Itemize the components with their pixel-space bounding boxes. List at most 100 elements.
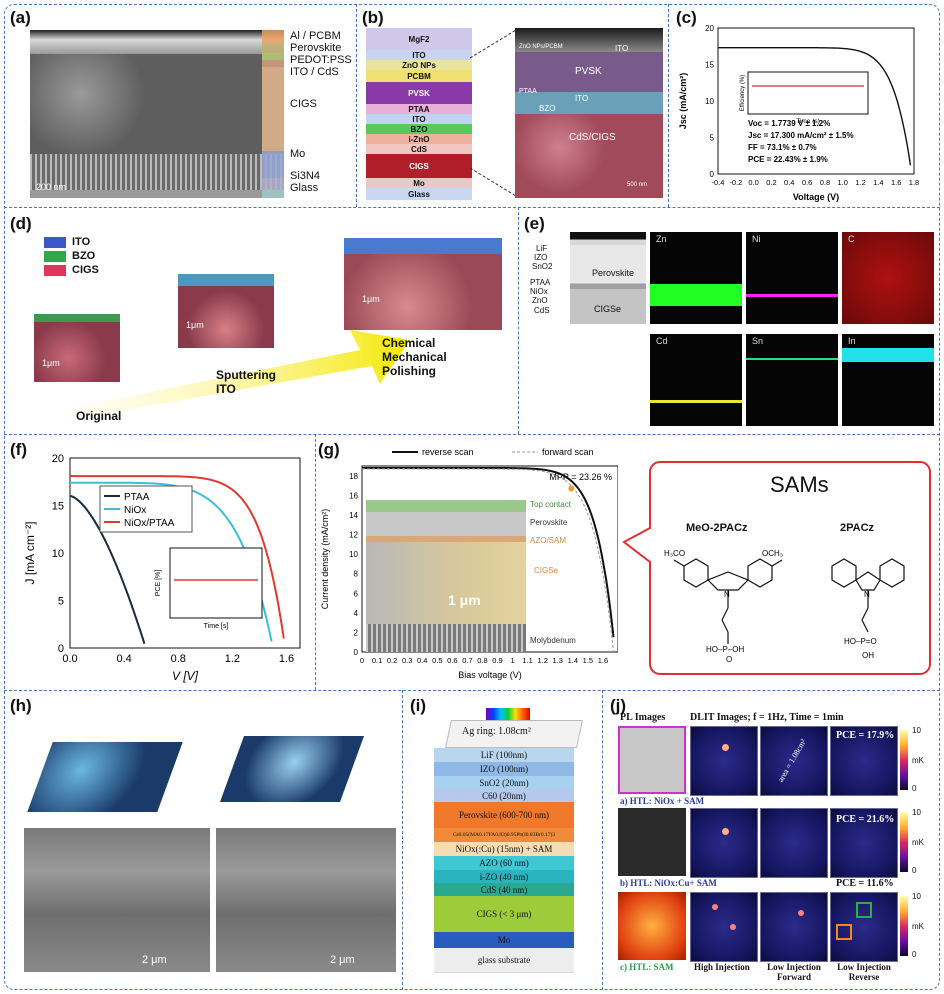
row-divider-1 — [4, 207, 940, 208]
jv-chart-f: 0.0 0.4 0.8 1.2 1.6 0 5 10 15 20 V [V] J [mA cm⁻²] P… — [23, 453, 301, 683]
colorbar-a — [900, 730, 908, 790]
step-polishing: Chemical Mechanical Polishing — [382, 336, 447, 378]
cbar-max-c: 10 — [912, 892, 921, 901]
meo-text-left: H₃CO — [664, 549, 685, 558]
cbar-min-a: 0 — [912, 784, 917, 793]
sem-cross-h-2: 2 μm — [216, 828, 396, 972]
panel-b-stack: MgF2 ITO ZnO NPs PCBM PVSK PTAA ITO BZO … — [366, 28, 472, 200]
panel-b-sem: ZnO NPs/PCBM ITO PVSK PTAA ITO BZO CdS/C… — [515, 28, 663, 198]
legend-swatch-cigs — [44, 264, 66, 276]
x-tick-g-3: 0.3 — [402, 656, 412, 665]
y-tick-f-3: 15 — [52, 501, 64, 513]
dlit-b-high — [690, 808, 758, 878]
y-tick-g-5: 10 — [349, 550, 358, 559]
reverse-scan-curve — [362, 467, 615, 638]
mpp-marker — [568, 485, 575, 492]
mol-label-2pacz: 2PACz — [840, 522, 875, 534]
sem-g-azo — [366, 536, 526, 542]
y-tick-c-2: 10 — [705, 97, 714, 106]
plot-frame-f — [69, 457, 301, 649]
x-tick-g-2: 0.2 — [387, 656, 397, 665]
legend-swatch-ito — [44, 236, 66, 248]
panel-label-a: (a) — [10, 8, 31, 27]
panel-label-b: (b) — [362, 8, 384, 27]
x-tick-g-6: 0.6 — [447, 656, 457, 665]
sem-b-cigs — [515, 114, 663, 198]
sem-g-mo — [366, 624, 526, 652]
pce-b: PCE = 21.6% — [836, 814, 895, 825]
sem-b-ito — [515, 92, 663, 114]
e-layer-0: LiF — [536, 244, 548, 253]
y-tick-g-9: 18 — [349, 472, 358, 481]
meo-n: N — [724, 590, 730, 599]
eds-label-cd: Cd — [656, 336, 668, 346]
eds-label-c: C — [848, 234, 855, 244]
stack-ito-top: ITO — [366, 50, 472, 60]
eds-label-sn: Sn — [752, 336, 764, 346]
panel-label-i: (i) — [410, 696, 427, 715]
stack-ito-mid: ITO — [366, 114, 472, 124]
y-axis-label-g: Current density (mA/cm²) — [320, 509, 330, 610]
y-tick-g-1: 2 — [354, 628, 359, 637]
x-tick-g-8: 0.8 — [477, 656, 487, 665]
colorbar-c — [900, 896, 908, 956]
sams-callout-bubble — [622, 461, 931, 675]
hotspot-c2 — [730, 924, 736, 930]
plot-frame-g — [361, 465, 618, 653]
sem-cross-h-1: 2 μm — [24, 828, 210, 972]
layer-label-a-0: Al / PCBM — [290, 30, 341, 42]
sem-b-label-0: ZnO NPs/PCBM — [519, 44, 563, 50]
stack-layer-i-9: CdS (40 nm) — [434, 883, 574, 897]
layer-label-a-7: Glass — [290, 182, 319, 194]
x-tick-g-1: 0.1 — [372, 656, 382, 665]
x-tick-g-5: 0.5 — [432, 656, 442, 665]
mpp-label: MPP = 23.26 % — [549, 472, 612, 482]
stack-layer-i-12: glass substrate — [434, 948, 574, 973]
legend-bzo: BZO — [72, 250, 96, 262]
x-tick-c-10: 1.6 — [891, 178, 901, 187]
y-tick-g-2: 4 — [354, 609, 359, 618]
afm-surface-1 — [27, 742, 183, 812]
panel-label-c: (c) — [676, 8, 697, 27]
color-strip — [262, 30, 284, 198]
col-low-rev: Low Injection Reverse — [837, 962, 891, 982]
pl-image-a — [618, 726, 686, 794]
x-tick-c-4: 0.4 — [784, 178, 794, 187]
stack-ptaa: PTAA — [366, 104, 472, 114]
x-tick-f-4: 1.6 — [279, 653, 294, 665]
box-green — [856, 902, 872, 918]
x-tick-c-1: -0.2 — [729, 178, 742, 187]
y-tick-g-6: 12 — [349, 531, 358, 540]
dlit-a-rev — [830, 726, 898, 796]
layer-label-a-3: ITO / CdS — [290, 66, 339, 78]
y-tick-g-0: 0 — [354, 648, 359, 657]
stack-cigs: CIGS — [366, 154, 472, 178]
x-tick-g-4: 0.4 — [417, 656, 427, 665]
col-divider-ab — [356, 4, 357, 207]
g-sem-label-1: Perovskite — [530, 518, 568, 527]
eds-label-ni: Ni — [752, 234, 761, 244]
stack-layer-i-2: SnO2 (20nm) — [434, 776, 574, 790]
sem-b-label-5: BZO — [539, 104, 556, 113]
tem-label-perovskite: Perovskite — [592, 268, 635, 278]
y-tick-f-1: 5 — [58, 596, 64, 608]
dlit-b-rev — [830, 808, 898, 878]
legend-text-f-2: NiOx/PTAA — [124, 518, 175, 529]
layer-label-a-4: CIGS — [290, 98, 317, 110]
x-tick-g-9: 0.9 — [492, 656, 502, 665]
x-axis-label-c: Voltage (V) — [793, 192, 839, 202]
scale-d-2: 1μm — [186, 320, 204, 330]
legend-text-f-1: NiOx — [124, 505, 146, 516]
jv-curve-f-2 — [70, 475, 285, 639]
legend-text-forward: forward scan — [542, 447, 594, 457]
row-label-c: c) HTL: SAM — [620, 962, 674, 972]
col-divider-hi — [402, 690, 403, 990]
molecule-2pacz: N HO–P=O OH — [831, 558, 905, 660]
x-tick-g-0: 0 — [360, 656, 364, 665]
plot-frame-c — [717, 27, 915, 175]
y-tick-c-1: 5 — [710, 134, 715, 143]
panel-label-h: (h) — [10, 696, 32, 715]
stack-layer-i-11: Mo — [434, 932, 574, 949]
y-tick-g-3: 6 — [354, 589, 359, 598]
x-tick-c-8: 1.2 — [855, 178, 865, 187]
